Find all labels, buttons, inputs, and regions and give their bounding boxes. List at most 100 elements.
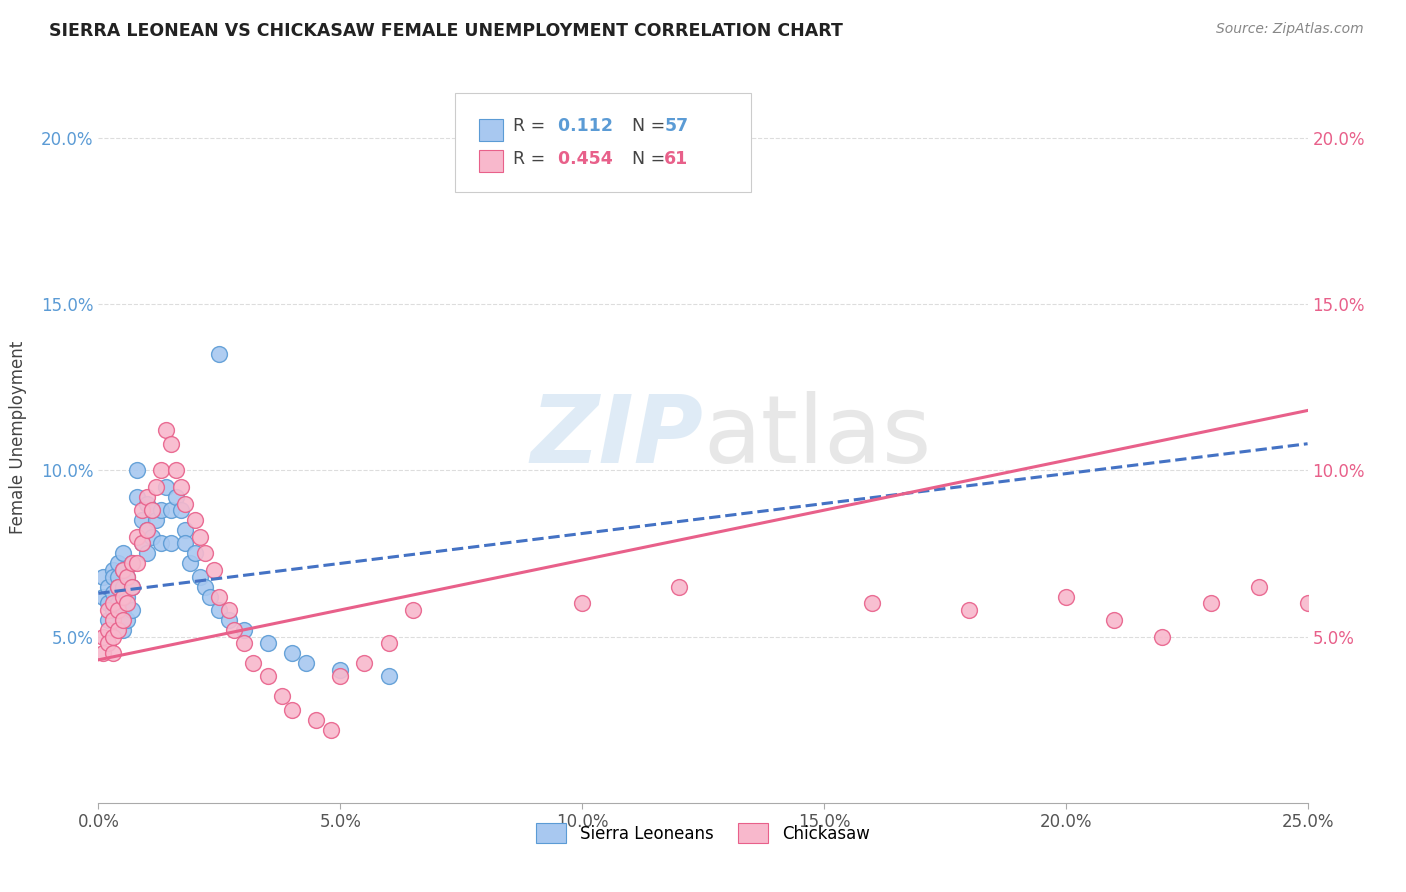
Point xyxy=(150,463,173,477)
Point xyxy=(1152,630,1174,644)
Point xyxy=(101,613,124,627)
Point xyxy=(571,596,593,610)
Text: R =: R = xyxy=(513,117,551,136)
Point xyxy=(218,603,240,617)
Point xyxy=(135,497,157,511)
Point xyxy=(121,603,143,617)
Point xyxy=(127,490,149,504)
Point xyxy=(127,463,149,477)
Point xyxy=(232,623,254,637)
Point xyxy=(117,570,139,584)
Text: N =: N = xyxy=(621,117,671,136)
Point xyxy=(305,713,328,727)
Point xyxy=(1296,596,1319,610)
Point xyxy=(377,636,399,650)
Point xyxy=(135,490,157,504)
Point xyxy=(1054,590,1077,604)
Point xyxy=(111,563,134,577)
Point xyxy=(107,557,129,571)
Point xyxy=(131,513,153,527)
Point xyxy=(155,480,177,494)
FancyBboxPatch shape xyxy=(456,94,751,192)
Text: SIERRA LEONEAN VS CHICKASAW FEMALE UNEMPLOYMENT CORRELATION CHART: SIERRA LEONEAN VS CHICKASAW FEMALE UNEMP… xyxy=(49,22,844,40)
Point xyxy=(194,580,217,594)
Text: N =: N = xyxy=(621,150,671,168)
Point xyxy=(101,586,124,600)
Point xyxy=(111,580,134,594)
Point xyxy=(184,546,207,560)
Point xyxy=(160,503,183,517)
Point xyxy=(121,557,143,571)
Point xyxy=(179,557,201,571)
Point xyxy=(97,636,120,650)
Point xyxy=(101,563,124,577)
Text: Source: ZipAtlas.com: Source: ZipAtlas.com xyxy=(1216,22,1364,37)
Point xyxy=(1199,596,1222,610)
Point xyxy=(117,590,139,604)
Point xyxy=(107,603,129,617)
Point xyxy=(174,536,197,550)
Point xyxy=(319,723,342,737)
Point xyxy=(101,646,124,660)
Point xyxy=(165,463,187,477)
Point xyxy=(107,580,129,594)
Point xyxy=(188,570,211,584)
Point xyxy=(208,347,231,361)
Point xyxy=(281,703,304,717)
Point xyxy=(256,669,278,683)
Point xyxy=(111,590,134,604)
FancyBboxPatch shape xyxy=(479,151,503,172)
Point xyxy=(97,596,120,610)
Point xyxy=(141,503,163,517)
Point xyxy=(256,636,278,650)
Text: R =: R = xyxy=(513,150,551,168)
Y-axis label: Female Unemployment: Female Unemployment xyxy=(10,341,27,533)
Point xyxy=(135,546,157,560)
Point xyxy=(101,570,124,584)
Point xyxy=(97,613,120,627)
Point xyxy=(145,480,167,494)
Point xyxy=(145,513,167,527)
Point xyxy=(160,436,183,450)
Point xyxy=(91,646,114,660)
Point xyxy=(107,623,129,637)
Point xyxy=(169,480,191,494)
Point xyxy=(135,523,157,537)
Point xyxy=(218,613,240,627)
Point xyxy=(668,580,690,594)
Point xyxy=(1249,580,1271,594)
Point xyxy=(271,690,294,704)
Point xyxy=(91,570,114,584)
Point xyxy=(111,563,134,577)
Point xyxy=(160,536,183,550)
Point xyxy=(155,424,177,438)
Point xyxy=(127,530,149,544)
Point xyxy=(377,669,399,683)
Point xyxy=(150,503,173,517)
Point xyxy=(121,580,143,594)
Point xyxy=(111,546,134,560)
Point xyxy=(127,557,149,571)
Point xyxy=(97,580,120,594)
Point xyxy=(281,646,304,660)
Point xyxy=(91,590,114,604)
Point xyxy=(295,656,318,670)
Text: 57: 57 xyxy=(664,117,689,136)
FancyBboxPatch shape xyxy=(479,119,503,141)
Point xyxy=(131,503,153,517)
Point xyxy=(131,536,153,550)
Point xyxy=(184,513,207,527)
Text: atlas: atlas xyxy=(703,391,931,483)
Point xyxy=(107,580,129,594)
Point xyxy=(860,596,883,610)
Point xyxy=(194,546,217,560)
Point xyxy=(101,630,124,644)
Point xyxy=(198,590,221,604)
Point xyxy=(165,490,187,504)
Point xyxy=(117,570,139,584)
Point xyxy=(329,663,352,677)
Point xyxy=(208,590,231,604)
Point xyxy=(141,530,163,544)
Text: 0.454: 0.454 xyxy=(551,150,613,168)
Point xyxy=(131,536,153,550)
